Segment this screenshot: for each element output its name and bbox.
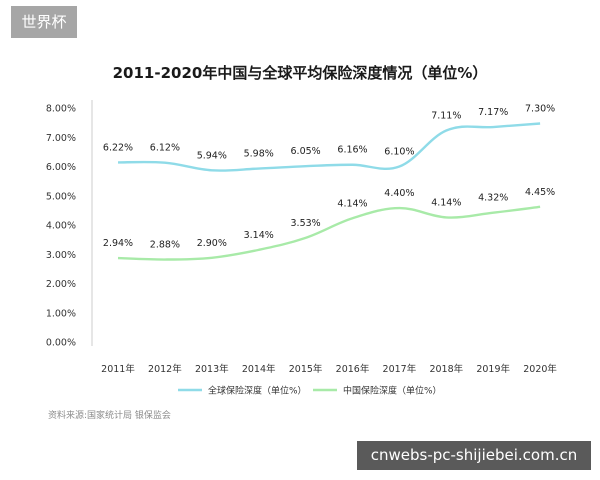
china-data-label: 2.90% [197, 238, 227, 249]
china-data-label: 4.45% [525, 187, 555, 198]
global-data-label: 6.10% [384, 147, 414, 158]
x-tick-label: 2012年 [148, 363, 182, 375]
global-data-label: 6.05% [291, 146, 321, 157]
x-tick-label: 2020年 [523, 363, 557, 375]
legend-label-global: 全球保险深度（单位%） [208, 385, 307, 397]
y-tick-label: 8.00% [46, 104, 76, 115]
china-data-label: 2.94% [103, 238, 133, 249]
watermark: cnwebs-pc-shijiebei.com.cn [357, 441, 591, 470]
global-series-line [117, 122, 541, 172]
y-tick-label: 2.00% [46, 279, 76, 290]
global-data-label: 5.98% [244, 149, 274, 160]
china-data-label: 3.14% [244, 230, 274, 241]
x-tick-label: 2017年 [383, 363, 417, 375]
corner-badge: 世界杯 [11, 6, 77, 38]
source-note: 资料来源:国家统计局 银保监会 [48, 411, 171, 421]
china-data-label: 2.88% [150, 240, 180, 251]
global-data-label: 5.94% [197, 150, 227, 161]
x-axis-ticks: 2011年 2012年 2013年 2014年 2015年 2016年 2017年 2018年… [101, 363, 557, 375]
global-data-label: 6.12% [150, 143, 180, 154]
y-tick-label: 4.00% [46, 221, 76, 232]
series-points [117, 123, 541, 260]
series-lines [117, 122, 541, 261]
global-data-label: 7.11% [431, 111, 461, 122]
china-data-label: 4.40% [384, 188, 414, 199]
x-tick-label: 2014年 [242, 363, 276, 375]
china-series-line [117, 205, 541, 261]
y-tick-label: 3.00% [46, 250, 76, 261]
x-tick-label: 2018年 [429, 363, 463, 375]
y-tick-label: 7.00% [46, 133, 76, 144]
y-tick-label: 0.00% [46, 338, 76, 349]
y-tick-label: 6.00% [46, 162, 76, 173]
x-tick-label: 2016年 [336, 363, 370, 375]
chart-title: 2011-2020年中国与全球平均保险深度情况（单位%） [113, 64, 488, 82]
china-data-label: 3.53% [291, 218, 321, 229]
china-data-label: 4.14% [431, 197, 461, 208]
global-data-label: 7.30% [525, 104, 555, 115]
legend: 全球保险深度（单位%） 中国保险深度（单位%） [178, 385, 442, 397]
y-axis-ticks: 0.00% 1.00% 2.00% 3.00% 4.00% 5.00% 6.00% 7.00%… [46, 104, 76, 349]
legend-label-china: 中国保险深度（单位%） [343, 385, 442, 397]
y-tick-label: 1.00% [46, 308, 76, 319]
china-data-label: 4.14% [337, 198, 367, 209]
data-labels: 6.22% 6.12% 5.94% 5.98% 6.05% 6.16% 6.10% 7.11%… [103, 104, 555, 251]
y-tick-label: 5.00% [46, 191, 76, 202]
global-data-label: 6.16% [337, 145, 367, 156]
global-data-label: 6.22% [103, 142, 133, 153]
x-tick-label: 2015年 [289, 363, 323, 375]
global-data-label: 7.17% [478, 107, 508, 118]
x-tick-label: 2013年 [195, 363, 229, 375]
x-tick-label: 2019年 [476, 363, 510, 375]
x-tick-label: 2011年 [101, 363, 135, 375]
china-data-label: 4.32% [478, 193, 508, 204]
